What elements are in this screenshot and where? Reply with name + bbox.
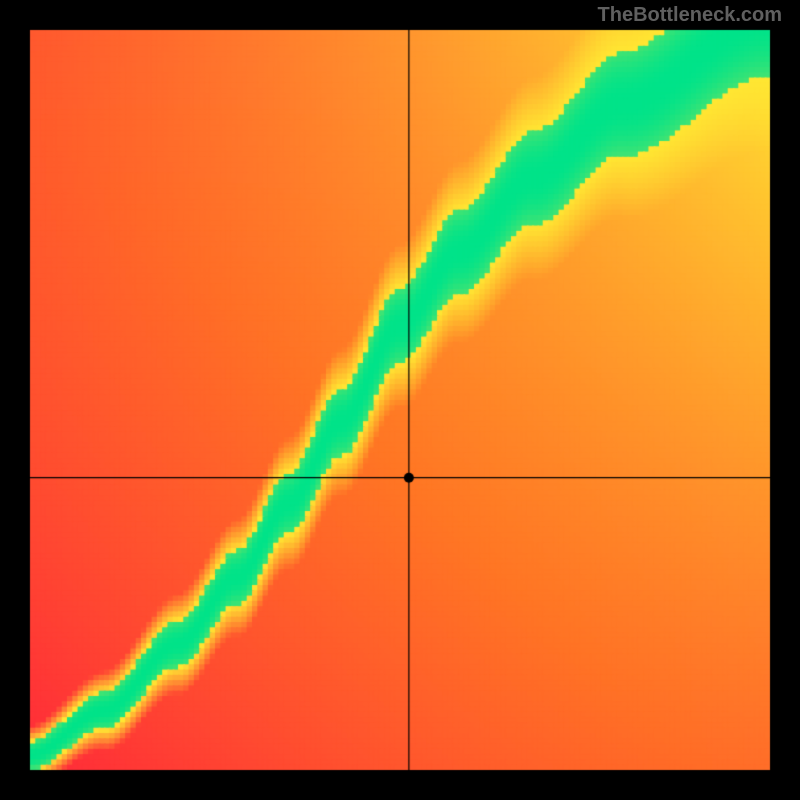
chart-container: TheBottleneck.com [0, 0, 800, 800]
watermark-text: TheBottleneck.com [598, 4, 782, 27]
heatmap-canvas [0, 0, 800, 800]
